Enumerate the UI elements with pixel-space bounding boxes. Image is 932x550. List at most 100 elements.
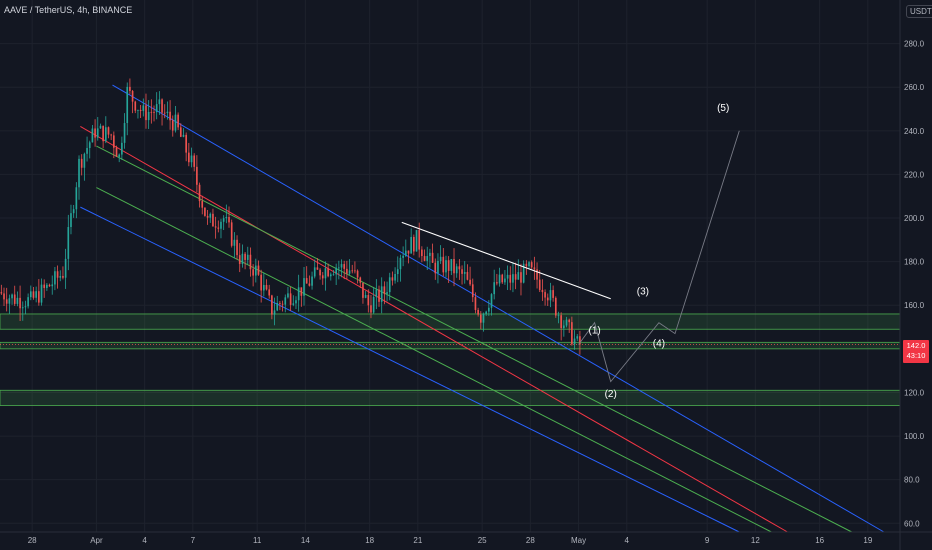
wave-labels: (1) (2) (3) (4) (5) — [589, 103, 730, 400]
candle-down — [418, 230, 421, 250]
candle-down — [113, 135, 115, 148]
candle-up — [155, 104, 158, 113]
candle-up — [225, 216, 228, 219]
candle-up — [415, 230, 418, 252]
candle-down — [43, 284, 46, 288]
candle-down — [107, 127, 110, 135]
candle-up — [557, 315, 560, 317]
candle-down — [0, 292, 3, 294]
candle-down — [260, 274, 262, 291]
candle-down — [201, 201, 204, 208]
candle-up — [91, 128, 94, 143]
candle-down — [13, 294, 16, 304]
candle-up — [311, 276, 313, 286]
currency-unit[interactable]: USDT — [906, 5, 932, 18]
support-zone — [0, 341, 901, 350]
candle-down — [571, 322, 573, 345]
candle-up — [450, 258, 453, 271]
candle-up — [276, 303, 279, 311]
candle-up — [429, 252, 431, 257]
time-axis[interactable]: 28 Apr 4 7 11 14 18 21 25 28 May 4 9 12 16 19 — [28, 536, 873, 545]
candle-up — [437, 260, 439, 274]
candle-down — [177, 114, 179, 128]
candle-up — [158, 99, 161, 105]
candle-up — [329, 274, 332, 277]
x-tick-label: 9 — [705, 536, 710, 545]
candle-up — [86, 148, 88, 154]
candle-down — [236, 239, 238, 256]
candle-down — [413, 236, 415, 252]
candle-down — [501, 274, 504, 283]
x-tick-label: 11 — [253, 536, 262, 545]
candle-down — [434, 262, 437, 274]
candle-up — [8, 298, 11, 304]
candle-up — [455, 266, 458, 274]
candle-up — [174, 114, 177, 131]
candle-down — [115, 147, 118, 157]
candle-up — [59, 276, 62, 278]
candle-down — [370, 305, 372, 313]
candle-up — [209, 213, 212, 218]
candle-down — [206, 215, 209, 218]
candle-up — [29, 291, 32, 298]
candle-down — [378, 289, 380, 302]
y-tick-label: 280.0 — [904, 40, 925, 49]
x-tick-label: 4 — [142, 536, 147, 545]
candle-down — [367, 295, 370, 306]
candle-up — [488, 307, 490, 312]
candle-down — [533, 267, 536, 270]
candle-down — [453, 258, 455, 274]
candle-down — [383, 286, 386, 294]
candle-down — [530, 262, 533, 268]
candle-up — [27, 297, 29, 307]
last-price-badge: 142.0 43:10 — [903, 340, 929, 363]
candle-up — [75, 187, 78, 210]
candle-up — [166, 111, 169, 114]
candle-down — [552, 290, 554, 298]
candle-up — [104, 127, 107, 142]
candle-up — [121, 142, 123, 155]
candle-up — [11, 294, 13, 299]
candle-down — [554, 297, 557, 316]
chart-title: AAVE / TetherUS, 4h, BINANCE — [4, 5, 133, 15]
candle-up — [528, 262, 530, 267]
candle-down — [474, 297, 477, 310]
candle-down — [102, 125, 104, 142]
candle-down — [212, 213, 214, 227]
candle-up — [295, 300, 297, 304]
candle-up — [394, 274, 396, 281]
candle-up — [364, 295, 367, 298]
candle-down — [145, 105, 147, 121]
candle-down — [271, 295, 273, 315]
candle-up — [335, 267, 337, 275]
price-axis[interactable]: 60.080.0100.0120.0140.0160.0180.0200.022… — [904, 40, 925, 529]
candle-down — [238, 255, 241, 264]
candle-up — [402, 255, 404, 258]
candle-up — [246, 254, 249, 260]
candle-up — [439, 256, 442, 261]
y-tick-label: 200.0 — [904, 214, 925, 223]
candle-up — [35, 291, 37, 298]
candle-up — [506, 274, 509, 279]
chart-grid — [0, 0, 900, 532]
candle-up — [284, 297, 287, 305]
candle-down — [568, 319, 571, 323]
candle-down — [228, 216, 230, 223]
candle-up — [485, 311, 487, 314]
candle-down — [442, 256, 445, 273]
y-tick-label: 220.0 — [904, 170, 925, 179]
candle-up — [490, 294, 493, 308]
candle-up — [21, 307, 24, 309]
candle-down — [249, 254, 252, 270]
channel-inner-upper — [96, 145, 853, 533]
candle-up — [576, 336, 579, 339]
candle-down — [391, 277, 394, 281]
candle-down — [38, 291, 40, 303]
candle-down — [179, 127, 182, 137]
y-tick-label: 260.0 — [904, 83, 925, 92]
candle-down — [305, 278, 308, 284]
candle-up — [96, 128, 99, 138]
candle-up — [482, 313, 485, 323]
candle-up — [493, 282, 496, 295]
